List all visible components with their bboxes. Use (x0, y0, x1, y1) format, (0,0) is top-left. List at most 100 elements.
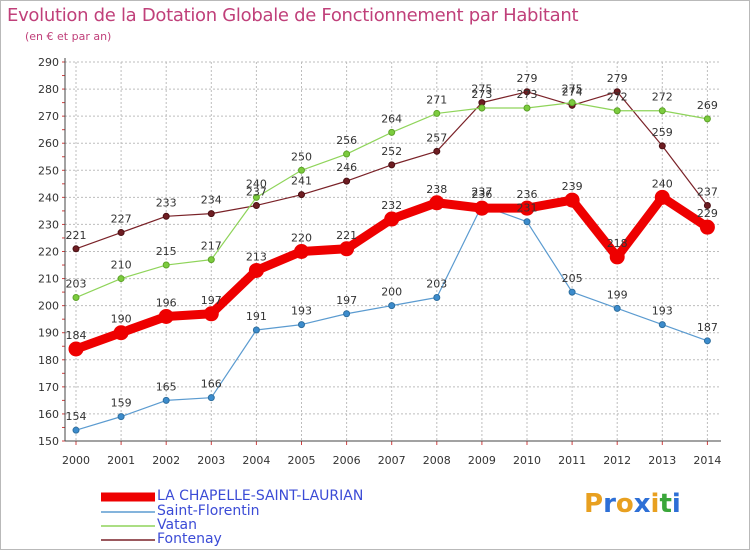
data-label: 191 (246, 310, 267, 323)
data-point (703, 201, 711, 209)
x-tick-label: 2002 (152, 454, 180, 467)
x-tick-label: 2012 (603, 454, 631, 467)
data-point (523, 88, 531, 96)
label-layer: 221 227 233 234 237 241 246 252 257 275 279 274 279 2… (66, 72, 718, 423)
data-label: 190 (111, 313, 132, 326)
data-point (339, 241, 355, 257)
data-label: 210 (111, 259, 132, 272)
data-label: 165 (156, 380, 177, 393)
data-label: 237 (697, 185, 718, 198)
data-point (162, 261, 170, 269)
data-point (68, 341, 84, 357)
data-label: 239 (562, 180, 583, 193)
data-label: 257 (426, 131, 447, 144)
data-label: 154 (66, 410, 87, 423)
data-point (613, 304, 621, 312)
data-point (613, 107, 621, 115)
data-label: 236 (471, 188, 492, 201)
y-tick-label: 250 (38, 164, 59, 177)
data-label: 272 (652, 91, 673, 104)
data-point (474, 200, 490, 216)
data-point (298, 191, 305, 199)
data-label: 279 (607, 72, 628, 85)
data-label: 275 (562, 83, 583, 96)
y-tick-label: 240 (38, 191, 59, 204)
y-tick-label: 290 (38, 56, 59, 69)
data-point (343, 150, 351, 158)
y-tick-label: 230 (38, 218, 59, 231)
data-label: 221 (66, 229, 87, 242)
data-label: 274 (562, 85, 583, 98)
data-point (343, 310, 351, 318)
logo-letter: i (671, 489, 681, 519)
data-point (117, 275, 125, 283)
data-point (252, 193, 260, 201)
legend-label: Vatan (157, 517, 198, 533)
data-point (388, 302, 396, 310)
legend-label: Saint-Florentin (157, 503, 260, 519)
data-label: 159 (111, 397, 132, 410)
y-tick-label: 220 (38, 246, 59, 259)
data-label: 184 (66, 329, 87, 342)
data-point (613, 88, 621, 96)
data-label: 205 (562, 272, 583, 285)
x-tick-label: 2008 (423, 454, 451, 467)
series-layer (68, 88, 715, 434)
data-label: 229 (697, 207, 718, 220)
data-point (568, 99, 576, 107)
data-point (203, 306, 219, 322)
data-point (207, 256, 215, 264)
data-point (117, 229, 125, 237)
data-point (433, 294, 441, 302)
data-label: 231 (517, 202, 538, 215)
data-label: 240 (246, 177, 267, 190)
data-point (294, 244, 309, 259)
data-point (298, 321, 305, 329)
data-label: 213 (246, 250, 267, 263)
logo-letter: i (650, 489, 660, 519)
data-label: 233 (156, 196, 177, 209)
data-label: 237 (471, 185, 492, 198)
data-label: 187 (697, 321, 718, 334)
x-tick-label: 2000 (62, 454, 90, 467)
proxiti-logo: Proxiti (584, 489, 681, 519)
data-point (252, 201, 260, 209)
data-point (252, 326, 260, 334)
data-point (388, 128, 396, 136)
data-label: 218 (607, 237, 628, 250)
data-point (699, 219, 715, 235)
data-point (117, 413, 125, 421)
chart-title: Evolution de la Dotation Globale de Fonc… (7, 5, 579, 26)
axis-layer: 150 160 170 180 190 200 210 220 230 240 250 260 270 2… (38, 56, 721, 467)
data-label: 200 (381, 286, 402, 299)
data-point (658, 321, 666, 329)
data-label: 227 (111, 213, 132, 226)
data-label: 193 (291, 305, 312, 318)
data-label: 240 (652, 177, 673, 190)
x-tick-label: 2014 (693, 454, 721, 467)
logo-letter: P (584, 489, 604, 519)
data-label: 269 (697, 99, 718, 112)
data-point (72, 245, 80, 253)
data-label: 272 (607, 91, 628, 104)
logo-letter: t (659, 489, 672, 519)
data-point (248, 262, 264, 278)
data-label: 264 (381, 112, 402, 125)
data-point (433, 147, 441, 155)
data-point (609, 249, 625, 265)
data-label: 166 (201, 378, 222, 391)
data-point (72, 426, 80, 434)
data-point (703, 115, 711, 123)
legend-label: LA CHAPELLE-SAINT-LAURIAN (157, 488, 364, 504)
logo-letter: r (603, 489, 616, 519)
data-label: 246 (336, 161, 357, 174)
logo-letter: o (615, 489, 634, 519)
data-label: 203 (66, 278, 87, 291)
x-tick-label: 2013 (648, 454, 676, 467)
data-label: 234 (201, 194, 222, 207)
data-point (519, 200, 535, 216)
data-point (207, 210, 215, 218)
x-tick-label: 2006 (333, 454, 361, 467)
